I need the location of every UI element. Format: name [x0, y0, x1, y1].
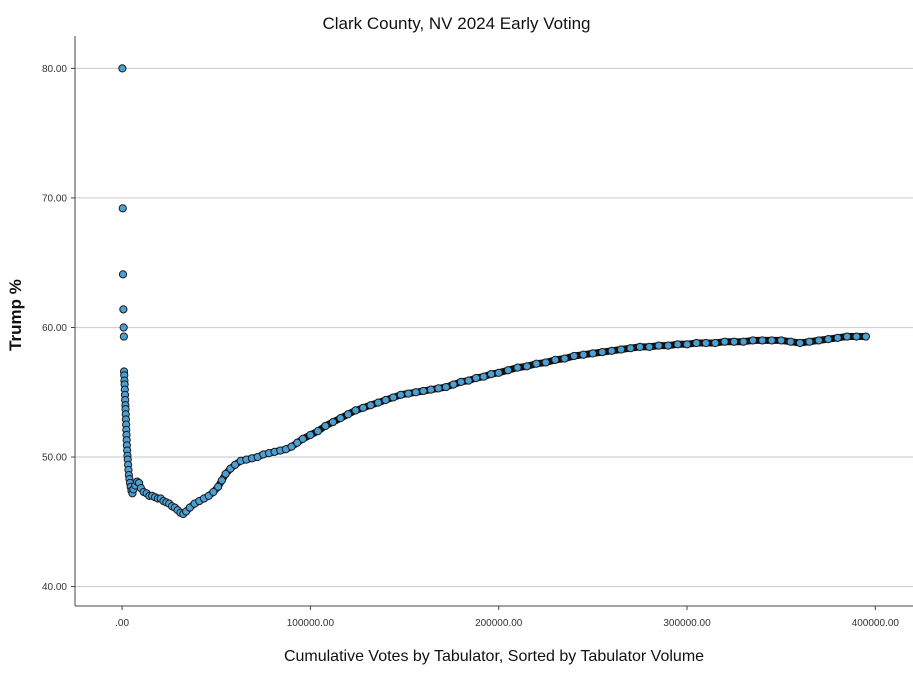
- data-point: [119, 323, 128, 332]
- data-point: [541, 358, 550, 367]
- data-point: [396, 390, 405, 399]
- data-point: [419, 386, 428, 396]
- data-point: [119, 305, 128, 314]
- data-point: [494, 368, 503, 377]
- data-point: [579, 350, 588, 359]
- data-point: [607, 346, 616, 355]
- data-point: [551, 355, 560, 364]
- data-point: [701, 338, 710, 348]
- y-tick-label: 60.00: [42, 323, 67, 334]
- data-point: [522, 362, 532, 371]
- data-point: [366, 401, 375, 410]
- data-point: [381, 395, 390, 405]
- data-point: [351, 406, 360, 415]
- x-tick-label: .00: [115, 618, 129, 629]
- data-point: [221, 469, 230, 478]
- data-point: [824, 335, 833, 344]
- data-point: [209, 487, 218, 497]
- data-point: [426, 385, 436, 394]
- x-tick-label: 100000.00: [287, 618, 335, 629]
- y-tick-label: 50.00: [42, 453, 67, 464]
- data-point: [805, 337, 814, 346]
- data-point: [861, 332, 871, 341]
- data-point: [635, 342, 645, 352]
- data-point: [626, 344, 635, 353]
- series-trace-line: [126, 333, 870, 518]
- data-point: [487, 370, 496, 379]
- data-point: [682, 340, 692, 349]
- data-point: [479, 372, 488, 381]
- data-point: [214, 482, 223, 491]
- data-point: [758, 336, 767, 345]
- axes: [71, 36, 913, 610]
- data-point: [730, 337, 739, 346]
- data-point: [720, 337, 729, 346]
- data-point: [217, 476, 226, 485]
- data-point: [336, 414, 345, 423]
- data-point: [118, 270, 128, 279]
- data-point: [588, 349, 597, 358]
- data-point: [411, 388, 420, 397]
- data-points: [118, 64, 871, 519]
- data-point: [842, 332, 852, 341]
- chart-title: Clark County, NV 2024 Early Voting: [322, 14, 591, 33]
- data-point: [359, 403, 368, 412]
- data-point: [654, 341, 663, 350]
- data-point: [767, 336, 776, 345]
- data-point: [560, 354, 569, 363]
- data-point: [795, 338, 805, 348]
- data-point: [343, 410, 353, 419]
- data-point: [472, 373, 481, 383]
- data-point: [118, 64, 127, 73]
- data-point: [852, 332, 861, 341]
- x-axis-label: Cumulative Votes by Tabulator, Sorted by…: [283, 648, 705, 665]
- data-point: [673, 340, 682, 349]
- data-point: [328, 417, 338, 427]
- data-point: [739, 337, 748, 346]
- data-point: [645, 342, 654, 352]
- data-point: [464, 376, 473, 385]
- data-point: [504, 366, 513, 375]
- data-point: [404, 389, 413, 398]
- data-point: [449, 380, 458, 389]
- data-point: [287, 442, 296, 451]
- data-point: [748, 336, 758, 345]
- data-point: [598, 347, 607, 357]
- y-tick-label: 40.00: [42, 582, 67, 593]
- data-point: [569, 351, 579, 361]
- x-tick-label: 200000.00: [475, 618, 523, 629]
- y-tick-label: 80.00: [42, 64, 67, 75]
- data-point: [374, 398, 383, 407]
- data-point: [298, 434, 307, 443]
- data-point: [513, 363, 522, 372]
- data-point: [777, 336, 786, 345]
- data-point: [293, 438, 302, 447]
- data-point: [711, 338, 720, 348]
- data-point: [230, 460, 240, 469]
- data-point: [786, 337, 795, 346]
- data-point: [389, 393, 398, 402]
- grid-lines: [75, 67, 913, 588]
- data-point: [434, 384, 443, 393]
- data-point: [814, 336, 823, 345]
- data-point: [306, 430, 315, 440]
- data-point: [617, 345, 626, 354]
- series-trace: [126, 333, 870, 518]
- data-point: [692, 338, 701, 348]
- data-point: [313, 427, 323, 436]
- y-tick-label: 70.00: [42, 193, 67, 204]
- x-tick-label: 400000.00: [852, 618, 900, 629]
- data-point: [441, 382, 451, 392]
- data-point: [664, 341, 673, 350]
- data-point: [118, 204, 127, 213]
- data-point: [119, 332, 128, 341]
- x-tick-label: 300000.00: [663, 618, 711, 629]
- data-point: [321, 421, 330, 431]
- data-point: [456, 377, 466, 386]
- tick-labels: 40.00 50.00 60.00 70.00 80.00 .00 100000.00 200…: [42, 64, 899, 629]
- data-point: [833, 333, 842, 342]
- data-point: [532, 359, 541, 368]
